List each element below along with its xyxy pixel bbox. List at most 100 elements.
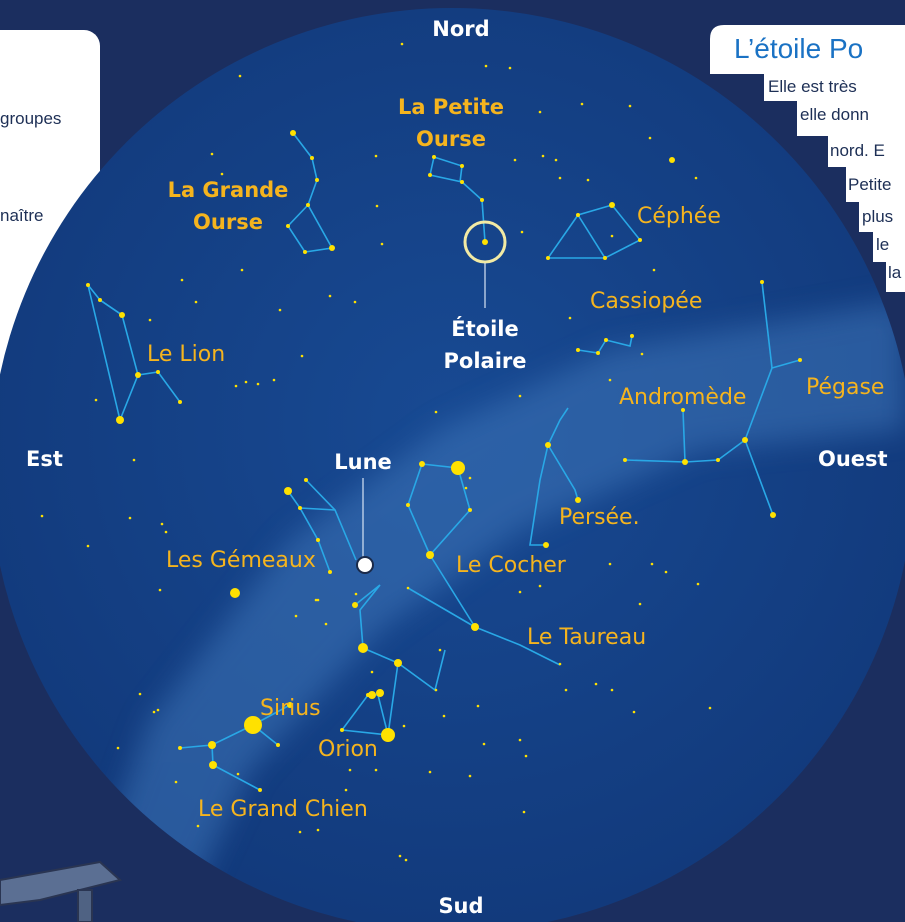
star xyxy=(522,810,526,814)
star xyxy=(132,458,136,462)
star xyxy=(682,459,688,465)
constellation-label: Pégase xyxy=(806,375,884,400)
star xyxy=(178,400,182,404)
star xyxy=(404,858,408,862)
star xyxy=(230,588,240,598)
card-title: L’étoile Po xyxy=(734,33,863,64)
star xyxy=(152,710,156,714)
line xyxy=(179,704,291,749)
star xyxy=(374,154,378,158)
frame-leg xyxy=(77,889,93,922)
line xyxy=(577,214,606,259)
star xyxy=(468,774,472,778)
star xyxy=(652,268,656,272)
star xyxy=(298,506,302,510)
line xyxy=(761,281,773,369)
star xyxy=(375,204,379,208)
star xyxy=(353,300,357,304)
line xyxy=(429,554,561,666)
card-text: Elle est très xyxy=(768,77,857,96)
star xyxy=(640,352,644,356)
star xyxy=(460,180,464,184)
star xyxy=(86,283,90,287)
star xyxy=(220,172,224,176)
star xyxy=(694,176,698,180)
star xyxy=(432,155,436,159)
star xyxy=(604,338,608,342)
card-text: naître xyxy=(0,206,43,225)
star xyxy=(480,198,484,202)
star xyxy=(306,203,310,207)
star xyxy=(541,154,545,158)
card-text: groupes xyxy=(0,109,61,128)
stars xyxy=(40,42,802,862)
constellation-label: Céphée xyxy=(637,204,721,229)
star xyxy=(398,854,402,858)
star xyxy=(328,294,332,298)
star xyxy=(513,158,517,162)
star xyxy=(314,598,318,602)
star xyxy=(158,588,162,592)
star xyxy=(209,761,217,769)
star xyxy=(546,256,550,260)
star xyxy=(451,461,465,475)
star xyxy=(290,130,296,136)
star xyxy=(160,522,164,526)
star xyxy=(40,514,44,518)
star xyxy=(370,670,374,674)
telescope-frame xyxy=(0,860,123,922)
star xyxy=(258,788,262,792)
star xyxy=(358,643,368,653)
constellation-label: Andromède xyxy=(619,385,746,410)
star xyxy=(538,110,542,114)
star xyxy=(380,242,384,246)
frame xyxy=(0,860,123,907)
constellation-label: Cassiopée xyxy=(590,289,702,314)
star xyxy=(669,157,675,163)
star xyxy=(98,298,102,302)
star xyxy=(419,461,425,467)
star xyxy=(402,724,406,728)
star xyxy=(128,516,132,520)
star xyxy=(630,334,634,338)
constellation-label: Ourse xyxy=(193,210,263,234)
star xyxy=(632,710,636,714)
star xyxy=(623,458,627,462)
star xyxy=(316,598,320,602)
star xyxy=(586,178,590,182)
star xyxy=(354,592,358,596)
star xyxy=(650,562,654,566)
star xyxy=(508,66,512,70)
compass-label: Ouest xyxy=(818,447,888,471)
constellation-label: Persée. xyxy=(559,505,640,530)
line xyxy=(354,584,381,649)
star xyxy=(554,158,558,162)
star xyxy=(760,280,764,284)
star xyxy=(381,728,395,742)
star xyxy=(518,738,522,742)
star xyxy=(428,770,432,774)
star xyxy=(406,586,410,590)
star xyxy=(464,486,468,490)
line xyxy=(407,587,476,628)
star xyxy=(638,602,642,606)
polaris-ring xyxy=(463,220,507,264)
star xyxy=(294,614,298,618)
star xyxy=(520,230,524,234)
star xyxy=(518,394,522,398)
star xyxy=(538,584,542,588)
star xyxy=(236,772,240,776)
star xyxy=(543,542,549,548)
star xyxy=(300,354,304,358)
star xyxy=(580,102,584,106)
constellation-label: Orion xyxy=(318,737,378,762)
constellation-label: Les Gémeaux xyxy=(166,548,316,573)
line xyxy=(286,132,334,253)
line xyxy=(287,490,331,573)
star xyxy=(426,551,434,559)
star xyxy=(594,682,598,686)
star xyxy=(352,602,358,608)
star xyxy=(545,442,551,448)
constellation-label: La Grande xyxy=(168,178,289,202)
